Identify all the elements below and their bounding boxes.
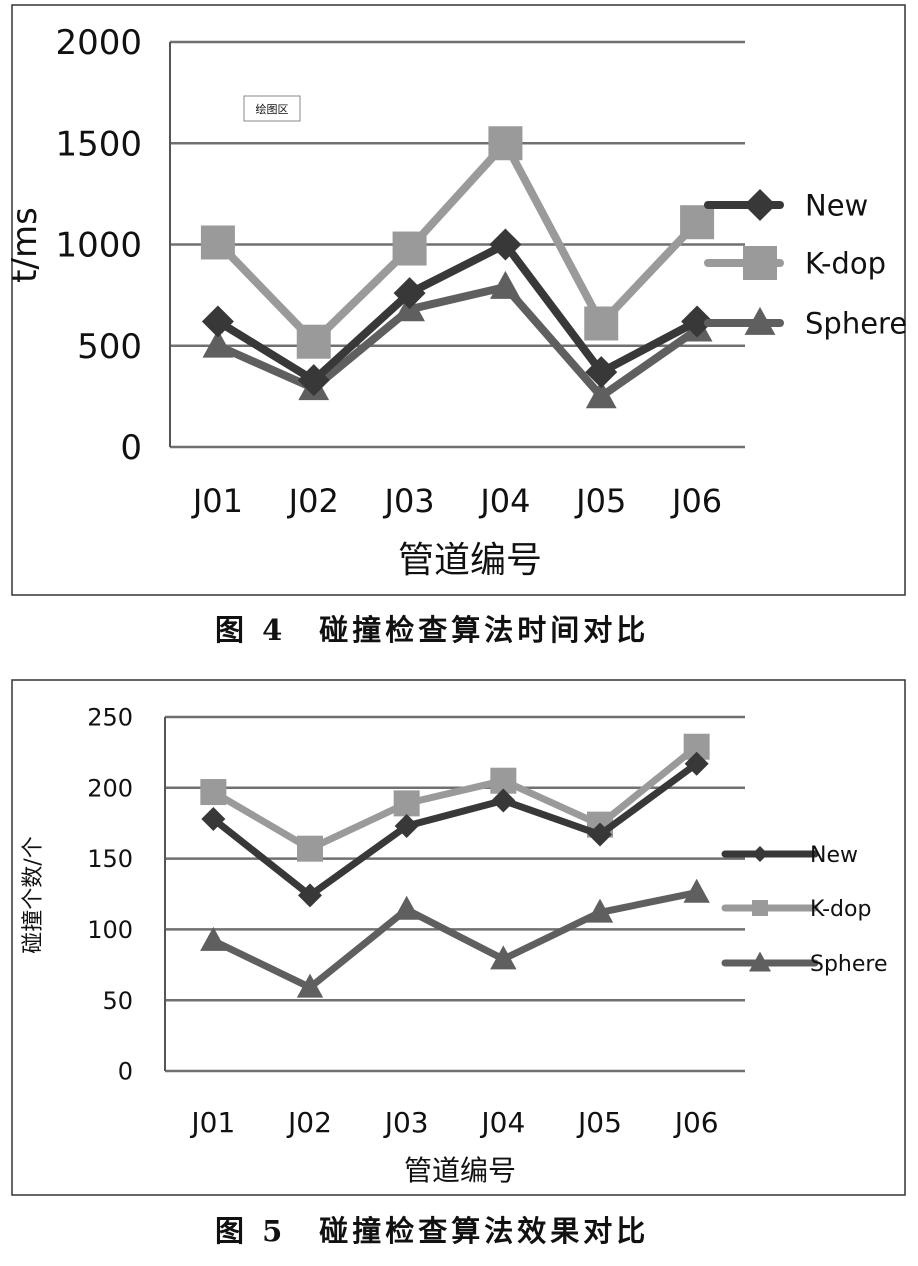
legend-item-k-dop: K-dop <box>704 246 886 280</box>
data-point <box>200 225 235 260</box>
y-tick-label: 1000 <box>55 226 142 266</box>
series-line <box>211 760 699 899</box>
x-axis-label: 管道编号 <box>404 1154 516 1187</box>
x-tick-label: J04 <box>478 482 530 520</box>
chart-frame <box>11 4 906 596</box>
data-point <box>202 329 234 358</box>
series-k-dop <box>200 126 715 359</box>
data-point <box>489 228 522 261</box>
legend-item-new: New <box>721 843 858 868</box>
data-point <box>680 205 715 240</box>
y-tick-label: 0 <box>120 428 142 468</box>
data-point <box>297 835 323 862</box>
x-tick-label: J01 <box>191 482 243 520</box>
x-tick-label: J03 <box>383 1106 429 1139</box>
legend-item-k-dop: K-dop <box>721 897 871 922</box>
x-tick-label: J05 <box>574 482 626 520</box>
series-line <box>215 240 699 385</box>
series-k-dop <box>200 733 710 862</box>
figure-caption: 图 4 碰撞检查算法时间对比 <box>215 613 649 647</box>
x-tick-label: J03 <box>383 482 435 520</box>
data-point <box>393 790 420 817</box>
x-tick-label: J02 <box>287 482 339 520</box>
x-tick-label: J06 <box>670 482 722 520</box>
legend-marker <box>743 246 777 280</box>
y-tick-label: 150 <box>87 845 133 873</box>
y-axis-label: 碰撞个数/个 <box>21 836 46 953</box>
series-line <box>216 283 700 401</box>
data-point <box>684 751 709 776</box>
y-tick-label: 2000 <box>55 23 142 63</box>
series-line <box>215 139 700 346</box>
legend-marker <box>744 189 776 221</box>
data-point <box>585 356 618 389</box>
x-tick-label: J06 <box>673 1106 719 1139</box>
legend-marker <box>752 900 768 916</box>
y-tick-label: 100 <box>87 916 133 944</box>
data-point <box>201 806 226 831</box>
legend-label: Sphere <box>805 306 907 340</box>
x-axis-label: 管道编号 <box>398 540 542 581</box>
data-point <box>201 305 234 338</box>
data-point <box>586 898 614 923</box>
data-point <box>491 788 516 813</box>
series-line <box>211 889 698 991</box>
legend-label: New <box>810 843 858 868</box>
data-point <box>394 814 419 839</box>
data-point <box>200 779 227 806</box>
data-point <box>588 822 612 847</box>
legend-label: New <box>805 188 868 222</box>
data-point <box>683 878 710 903</box>
series-line <box>211 744 699 853</box>
series-sphere <box>200 878 710 998</box>
data-point <box>490 945 517 970</box>
x-tick-label: J01 <box>189 1106 235 1139</box>
data-point <box>681 305 714 338</box>
y-tick-label: 250 <box>87 704 133 732</box>
series-new <box>201 751 709 908</box>
legend-marker <box>749 951 771 972</box>
data-point <box>393 277 426 310</box>
x-tick-label: J04 <box>479 1106 525 1139</box>
data-point <box>490 270 521 299</box>
legend-label: Sphere <box>810 952 888 977</box>
y-tick-label: 1500 <box>55 124 142 164</box>
legend-item-sphere: Sphere <box>704 306 907 340</box>
legend-label: K-dop <box>810 897 871 922</box>
chart-1: 0 500 1000 1500 2000 J01 J02 J03 J04 J05 J06 管道编号 t/… <box>5 4 907 596</box>
data-point <box>296 324 331 359</box>
y-tick-label: 50 <box>102 987 133 1015</box>
legend-item-new: New <box>704 188 868 222</box>
annotation-text: 绘图区 <box>256 102 289 116</box>
legend-item-sphere: Sphere <box>721 951 888 977</box>
data-point <box>584 306 619 341</box>
x-tick-label: J02 <box>286 1106 332 1139</box>
annotation-box <box>243 95 301 122</box>
data-point <box>298 883 322 908</box>
data-point <box>392 231 427 266</box>
x-tick-label: J05 <box>576 1106 622 1139</box>
y-tick-label: 200 <box>87 774 133 802</box>
data-point <box>585 380 617 409</box>
y-tick-label: 500 <box>77 327 142 367</box>
data-point <box>297 364 330 397</box>
data-point <box>488 126 523 161</box>
y-tick-label: 0 <box>118 1058 133 1086</box>
legend-marker <box>752 846 768 862</box>
legend-marker <box>744 306 776 335</box>
data-point <box>393 895 420 920</box>
series-new <box>201 228 714 397</box>
chart-2: 0 50 100 150 200 250 J01 J02 J03 J04 J05 J06 管道编号 碰撞个… <box>11 679 906 1196</box>
y-axis-label: t/ms <box>5 207 45 283</box>
legend-label: K-dop <box>805 246 886 280</box>
figure-caption: 图 5 碰撞检查算法效果对比 <box>215 1214 649 1248</box>
data-point <box>200 926 227 951</box>
chart-frame <box>11 679 906 1196</box>
data-point <box>296 973 324 998</box>
